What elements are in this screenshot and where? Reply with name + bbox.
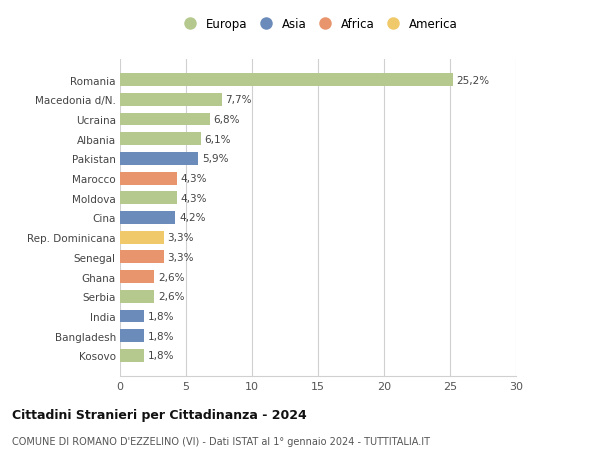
Bar [120,349,144,362]
Bar [120,113,210,126]
Text: 2,6%: 2,6% [158,291,185,302]
Bar [120,74,452,87]
Text: 4,2%: 4,2% [179,213,206,223]
Bar [120,172,177,185]
Text: 25,2%: 25,2% [457,75,490,85]
Text: COMUNE DI ROMANO D'EZZELINO (VI) - Dati ISTAT al 1° gennaio 2024 - TUTTITALIA.IT: COMUNE DI ROMANO D'EZZELINO (VI) - Dati … [12,436,430,446]
Text: 2,6%: 2,6% [158,272,185,282]
Text: 3,3%: 3,3% [167,252,194,263]
Text: 1,8%: 1,8% [148,311,174,321]
Text: 7,7%: 7,7% [226,95,252,105]
Bar [120,94,221,106]
Text: 6,8%: 6,8% [214,115,240,125]
Legend: Europa, Asia, Africa, America: Europa, Asia, Africa, America [179,18,457,31]
Bar [120,271,154,283]
Text: 1,8%: 1,8% [148,351,174,361]
Bar [120,133,200,146]
Text: 5,9%: 5,9% [202,154,229,164]
Text: 1,8%: 1,8% [148,331,174,341]
Text: 4,3%: 4,3% [181,193,207,203]
Bar [120,330,144,342]
Bar [120,153,198,165]
Bar [120,310,144,323]
Bar [120,290,154,303]
Text: 3,3%: 3,3% [167,233,194,243]
Bar [120,192,177,205]
Text: 4,3%: 4,3% [181,174,207,184]
Bar [120,212,175,224]
Text: 6,1%: 6,1% [205,134,231,145]
Bar [120,251,164,264]
Text: Cittadini Stranieri per Cittadinanza - 2024: Cittadini Stranieri per Cittadinanza - 2… [12,409,307,421]
Bar [120,231,164,244]
